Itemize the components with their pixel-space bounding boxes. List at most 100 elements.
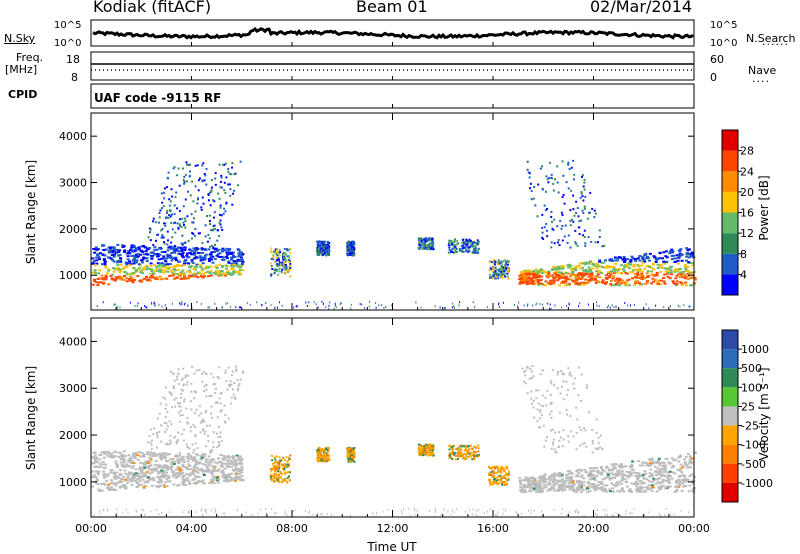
echo-cell <box>187 164 190 166</box>
echo-cell <box>137 451 141 453</box>
echo-cell <box>554 304 556 307</box>
echo-cell <box>578 272 582 275</box>
echo-cell <box>560 227 563 230</box>
echo-cell <box>542 484 546 486</box>
echo-cell <box>104 266 108 269</box>
echo-cell <box>141 462 145 465</box>
echo-cell <box>574 276 578 279</box>
echo-cell <box>274 458 277 461</box>
echo-cell <box>196 471 200 474</box>
echo-cell <box>432 241 435 244</box>
echo-cell <box>322 456 325 458</box>
echo-cell <box>227 462 231 464</box>
echo-cell <box>666 267 670 270</box>
echo-cell <box>324 457 327 460</box>
echo-cell <box>220 265 224 268</box>
echo-cell <box>600 483 604 485</box>
echo-cell <box>278 463 281 466</box>
echo-cell <box>575 242 578 245</box>
echo-cell <box>174 476 178 479</box>
echo-cell <box>160 229 163 232</box>
echo-cell <box>122 450 126 453</box>
echo-cell <box>580 219 583 222</box>
echo-cell <box>546 229 548 232</box>
echo-cell <box>233 189 236 192</box>
echo-cell <box>163 481 167 484</box>
echo-cell <box>650 270 654 273</box>
echo-cell <box>519 280 523 283</box>
echo-cell <box>640 272 644 275</box>
echo-cell <box>181 465 185 468</box>
echo-cell <box>287 475 290 478</box>
echo-cell <box>142 266 146 269</box>
echo-cell <box>325 251 328 254</box>
echo-cell <box>654 461 658 463</box>
echo-cell <box>454 245 457 248</box>
echo-cell <box>583 207 586 210</box>
echo-cell <box>678 475 681 478</box>
freq-panel <box>90 51 695 81</box>
echo-cell <box>202 482 206 485</box>
echo-cell <box>578 262 582 265</box>
echo-cell <box>652 479 656 482</box>
echo-cell <box>635 488 639 491</box>
echo-cell <box>616 259 620 262</box>
echo-cell <box>689 456 692 459</box>
echo-cell <box>532 274 536 277</box>
echo-cell <box>565 408 568 411</box>
echo-cell <box>241 253 245 255</box>
echo-cell <box>194 453 198 456</box>
echo-cell <box>333 307 335 310</box>
echo-cell <box>599 434 602 437</box>
echo-cell <box>582 483 585 486</box>
echo-cell <box>572 489 575 492</box>
echo-cell <box>153 246 157 249</box>
echo-cell <box>558 284 561 287</box>
echo-cell <box>227 465 231 468</box>
echo-cell <box>353 460 356 463</box>
echo-cell <box>158 412 161 415</box>
echo-cell <box>162 265 166 268</box>
echo-cell <box>315 303 317 306</box>
echo-cell <box>190 213 193 216</box>
echo-cell <box>598 265 602 268</box>
echo-cell <box>211 229 214 232</box>
echo-cell <box>503 259 506 262</box>
echo-cell <box>111 277 115 280</box>
echo-cell <box>526 366 529 369</box>
echo-cell <box>580 192 583 195</box>
echo-cell <box>194 475 198 478</box>
echo-cell <box>621 466 625 469</box>
echo-cell <box>322 449 325 452</box>
echo-cell <box>582 281 586 284</box>
echo-cell <box>428 238 431 241</box>
echo-cell <box>611 487 615 490</box>
echo-cell <box>328 307 330 310</box>
echo-cell <box>109 471 113 474</box>
echo-cell <box>182 242 185 245</box>
echo-cell <box>196 480 200 483</box>
echo-cell <box>423 451 426 454</box>
echo-cell <box>232 263 236 266</box>
echo-cell <box>424 247 427 250</box>
echo-cell <box>570 166 573 169</box>
echo-cell <box>208 214 211 217</box>
echo-cell <box>664 267 668 270</box>
echo-cell <box>269 474 272 476</box>
echo-cell <box>160 257 164 260</box>
echo-cell <box>195 272 199 275</box>
echo-cell <box>615 305 617 308</box>
echo-cell <box>575 281 579 284</box>
echo-cell <box>557 241 559 244</box>
echo-cell <box>207 258 211 260</box>
echo-cell <box>173 251 177 254</box>
echo-cell <box>568 302 570 305</box>
echo-cell <box>137 263 141 266</box>
echo-cell <box>159 455 163 458</box>
echo-cell <box>144 460 148 463</box>
echo-cell <box>212 431 215 434</box>
echo-cell <box>488 269 491 272</box>
echo-cell <box>641 256 645 259</box>
echo-cell <box>230 461 234 464</box>
echo-cell <box>593 209 596 212</box>
